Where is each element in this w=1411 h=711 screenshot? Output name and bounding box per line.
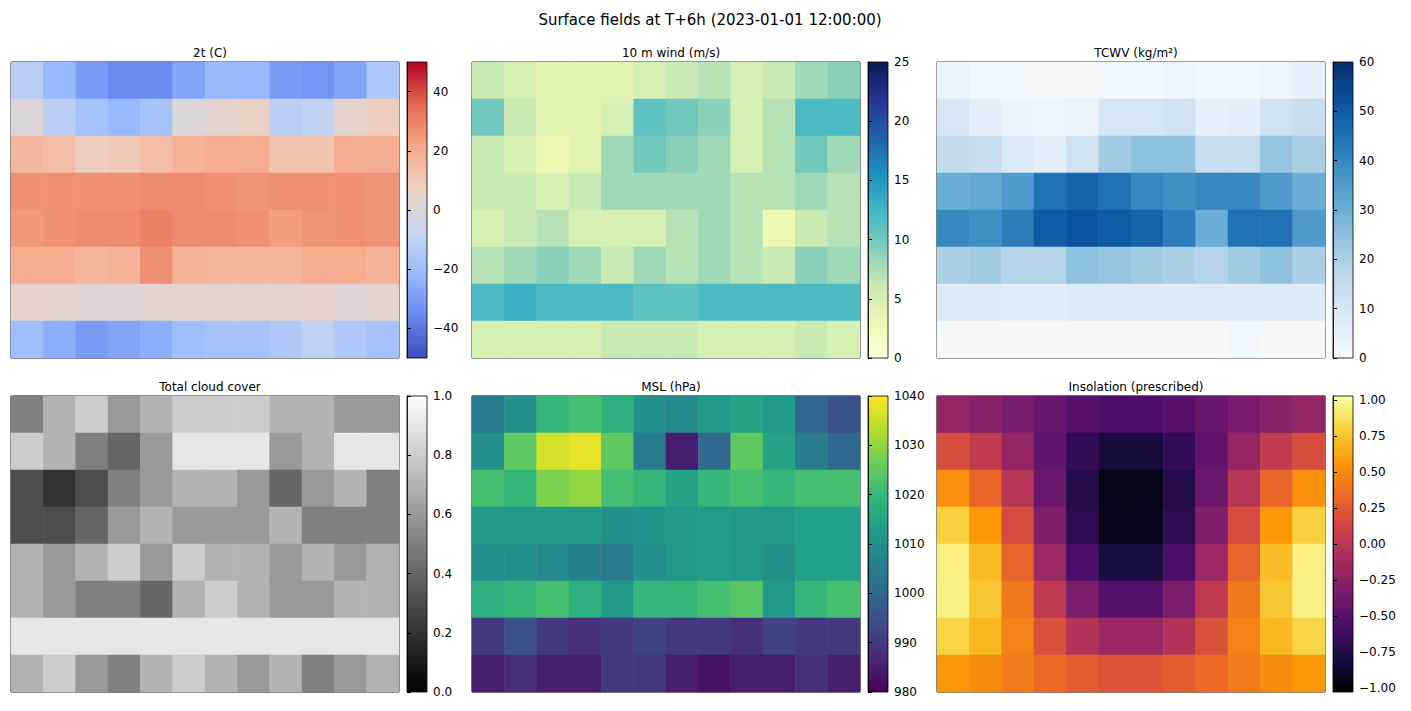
svg-text:Surface fields at T+6h (2023-0: Surface fields at T+6h (2023-01-01 12:00…	[538, 11, 881, 29]
svg-text:0.50: 0.50	[1359, 465, 1386, 479]
svg-text:5: 5	[894, 292, 902, 306]
svg-text:−40: −40	[433, 321, 458, 335]
svg-text:−0.50: −0.50	[1359, 609, 1396, 623]
svg-text:60: 60	[1359, 55, 1374, 69]
svg-text:1030: 1030	[894, 438, 925, 452]
svg-text:1000: 1000	[894, 586, 925, 600]
svg-text:25: 25	[894, 55, 909, 69]
svg-text:0: 0	[1359, 351, 1367, 365]
svg-text:30: 30	[1359, 203, 1374, 217]
svg-text:20: 20	[433, 144, 448, 158]
svg-text:20: 20	[1359, 252, 1374, 266]
svg-text:0.25: 0.25	[1359, 501, 1386, 515]
svg-text:0.6: 0.6	[433, 507, 452, 521]
svg-text:1.00: 1.00	[1359, 393, 1386, 407]
svg-text:40: 40	[1359, 154, 1374, 168]
svg-text:0.00: 0.00	[1359, 537, 1386, 551]
svg-text:0.4: 0.4	[433, 567, 452, 581]
svg-text:0: 0	[894, 351, 902, 365]
svg-text:Total cloud cover: Total cloud cover	[158, 380, 261, 394]
svg-text:50: 50	[1359, 104, 1374, 118]
svg-text:990: 990	[894, 636, 917, 650]
svg-text:1040: 1040	[894, 389, 925, 403]
svg-text:0: 0	[433, 203, 441, 217]
svg-text:−0.25: −0.25	[1359, 573, 1396, 587]
svg-text:MSL (hPa): MSL (hPa)	[641, 380, 701, 394]
svg-text:10 m wind (m/s): 10 m wind (m/s)	[622, 46, 720, 60]
svg-text:−1.00: −1.00	[1359, 681, 1396, 695]
svg-text:20: 20	[894, 114, 909, 128]
svg-text:980: 980	[894, 685, 917, 699]
svg-text:2t (C): 2t (C)	[193, 46, 227, 60]
svg-text:10: 10	[894, 233, 909, 247]
svg-text:0.75: 0.75	[1359, 429, 1386, 443]
svg-text:0.8: 0.8	[433, 448, 452, 462]
svg-text:TCWV (kg/m²): TCWV (kg/m²)	[1093, 46, 1177, 60]
svg-text:1010: 1010	[894, 537, 925, 551]
svg-text:0.2: 0.2	[433, 626, 452, 640]
svg-text:0.0: 0.0	[433, 685, 452, 699]
svg-text:−0.75: −0.75	[1359, 645, 1396, 659]
svg-text:1.0: 1.0	[433, 389, 452, 403]
svg-text:40: 40	[433, 85, 448, 99]
svg-text:−20: −20	[433, 262, 458, 276]
svg-text:1020: 1020	[894, 488, 925, 502]
svg-text:10: 10	[1359, 302, 1374, 316]
svg-text:Insolation (prescribed): Insolation (prescribed)	[1069, 380, 1204, 394]
svg-text:15: 15	[894, 173, 909, 187]
